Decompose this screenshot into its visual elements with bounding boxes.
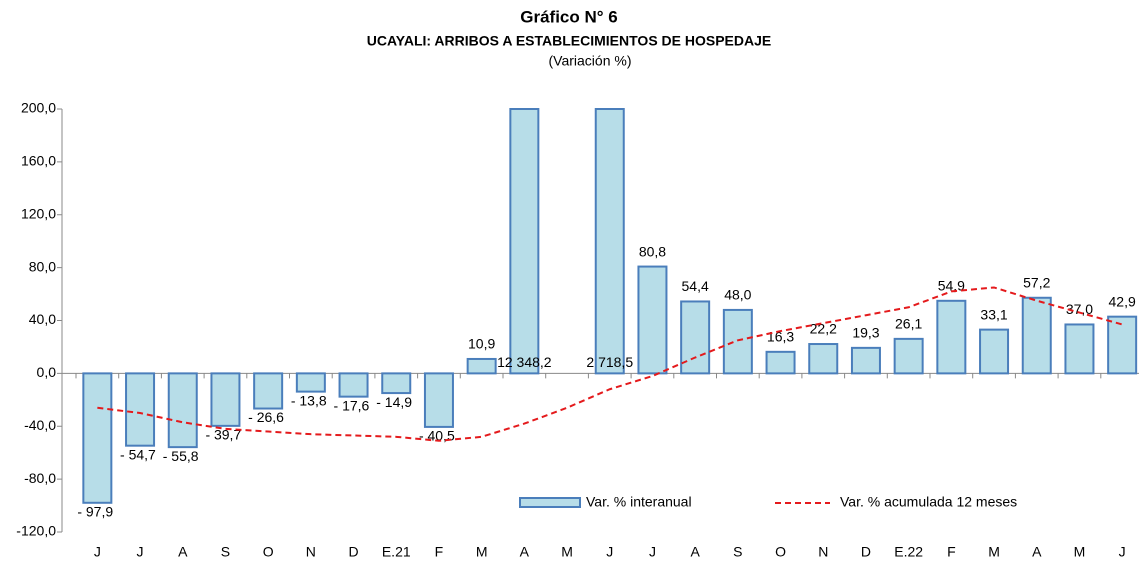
x-tick-label: S: [221, 544, 230, 560]
y-tick-label: -80,0: [24, 470, 56, 486]
value-label: - 39,7: [205, 427, 241, 443]
chart-subtitle: UCAYALI: ARRIBOS A ESTABLECIMIENTOS DE H…: [367, 33, 772, 49]
value-label: - 26,6: [248, 409, 284, 425]
y-tick-label: 40,0: [29, 311, 56, 327]
y-tick-label: 120,0: [21, 205, 56, 221]
x-tick-label: N: [818, 544, 828, 560]
value-label: 57,2: [1023, 274, 1050, 290]
y-tick-label: -120,0: [16, 523, 56, 539]
bar: [722, 308, 753, 375]
x-tick-label: J: [137, 544, 144, 560]
value-label: - 55,8: [163, 448, 199, 464]
bar: [338, 372, 369, 398]
bar: [936, 299, 967, 375]
chart-note: (Variación %): [549, 53, 632, 69]
value-label: 22,2: [810, 321, 837, 337]
value-label: 33,1: [980, 306, 1007, 322]
x-tick-label: E.21: [382, 544, 411, 560]
chart-title: Gráfico N° 6: [520, 7, 618, 26]
bar: [509, 108, 540, 375]
legend-label: Var. % acumulada 12 meses: [840, 494, 1017, 510]
bar: [765, 350, 796, 375]
y-tick-label: 0,0: [37, 364, 57, 380]
bar: [808, 343, 839, 375]
value-label: 54,4: [682, 278, 709, 294]
value-label: 2 718,5: [586, 354, 633, 370]
x-tick-label: A: [690, 544, 700, 560]
legend-swatch: [519, 497, 581, 508]
bar: [1021, 296, 1052, 375]
value-label: 48,0: [724, 287, 751, 303]
bar: [210, 372, 241, 427]
x-tick-label: J: [94, 544, 101, 560]
bar: [1064, 323, 1095, 375]
legend-label: Var. % interanual: [586, 494, 692, 510]
value-label: 54,9: [938, 278, 965, 294]
x-tick-label: A: [520, 544, 530, 560]
x-tick-label: A: [178, 544, 188, 560]
value-label: 10,9: [468, 336, 495, 352]
x-tick-label: F: [947, 544, 956, 560]
bar: [979, 328, 1010, 375]
x-tick-label: D: [861, 544, 871, 560]
x-tick-label: J: [1119, 544, 1126, 560]
x-tick-label: M: [561, 544, 573, 560]
bar: [850, 346, 881, 375]
line: [97, 286, 1123, 442]
x-tick-label: M: [988, 544, 1000, 560]
value-label: 16,3: [767, 329, 794, 345]
bar: [893, 337, 924, 375]
x-tick-label: M: [1074, 544, 1086, 560]
bar: [167, 372, 198, 449]
value-label: 37,0: [1066, 301, 1093, 317]
y-tick-label: -40,0: [24, 417, 56, 433]
x-tick-label: O: [263, 544, 274, 560]
x-tick-label: N: [306, 544, 316, 560]
bar: [1107, 315, 1138, 375]
x-tick-label: E.22: [894, 544, 923, 560]
y-tick-label: 200,0: [21, 100, 56, 116]
x-tick-label: J: [649, 544, 656, 560]
y-tick-label: 80,0: [29, 258, 56, 274]
x-tick-label: J: [606, 544, 613, 560]
value-label: - 14,9: [376, 394, 412, 410]
x-tick-label: F: [435, 544, 444, 560]
x-tick-label: D: [348, 544, 358, 560]
x-tick-label: M: [476, 544, 488, 560]
value-label: - 97,9: [77, 503, 113, 519]
bar: [253, 372, 284, 410]
bar: [82, 372, 113, 504]
value-label: 12 348,2: [497, 354, 552, 370]
value-label: 19,3: [852, 325, 879, 341]
bar: [381, 372, 412, 395]
bar: [295, 372, 326, 393]
value-label: - 54,7: [120, 446, 156, 462]
bar: [125, 372, 156, 447]
x-tick-label: S: [733, 544, 742, 560]
bar: [466, 357, 497, 375]
bar: [594, 108, 625, 375]
x-tick-label: O: [775, 544, 786, 560]
value-label: 80,8: [639, 243, 666, 259]
x-tick-label: A: [1032, 544, 1042, 560]
y-tick-label: 160,0: [21, 153, 56, 169]
value-label: 26,1: [895, 316, 922, 332]
value-label: - 17,6: [334, 397, 370, 413]
value-label: 42,9: [1109, 293, 1136, 309]
bar: [637, 265, 668, 375]
bar: [423, 372, 454, 428]
value-label: - 13,8: [291, 392, 327, 408]
